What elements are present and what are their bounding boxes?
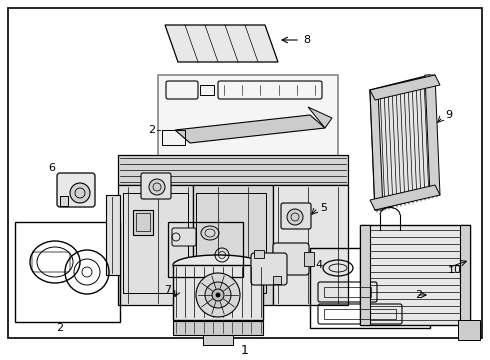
Bar bbox=[168, 222, 243, 277]
Bar bbox=[133, 210, 153, 235]
Polygon shape bbox=[370, 75, 435, 210]
Text: 2: 2 bbox=[148, 125, 155, 135]
Bar bbox=[173, 265, 263, 320]
Circle shape bbox=[212, 289, 224, 301]
Polygon shape bbox=[273, 185, 348, 305]
FancyBboxPatch shape bbox=[281, 203, 311, 229]
Bar bbox=[324, 287, 371, 297]
FancyBboxPatch shape bbox=[57, 173, 95, 207]
Circle shape bbox=[149, 179, 165, 195]
Text: 4: 4 bbox=[315, 260, 322, 270]
Circle shape bbox=[196, 273, 240, 317]
FancyBboxPatch shape bbox=[172, 228, 196, 246]
Text: 5: 5 bbox=[320, 203, 327, 213]
Circle shape bbox=[205, 282, 231, 308]
Circle shape bbox=[70, 183, 90, 203]
Bar bbox=[310, 248, 430, 328]
Polygon shape bbox=[370, 90, 383, 210]
Polygon shape bbox=[165, 25, 278, 62]
Bar bbox=[458, 320, 480, 340]
Bar bbox=[196, 193, 266, 293]
Text: 7: 7 bbox=[165, 285, 172, 295]
Bar bbox=[324, 309, 396, 319]
Bar bbox=[203, 335, 233, 345]
Text: 11: 11 bbox=[199, 278, 213, 288]
Bar bbox=[60, 196, 68, 206]
FancyBboxPatch shape bbox=[141, 173, 171, 199]
Ellipse shape bbox=[173, 255, 263, 275]
Circle shape bbox=[287, 209, 303, 225]
Text: 3: 3 bbox=[296, 257, 303, 267]
Polygon shape bbox=[370, 75, 440, 100]
Bar bbox=[123, 193, 188, 293]
Bar bbox=[106, 195, 120, 275]
Bar bbox=[200, 85, 214, 95]
Text: 10: 10 bbox=[448, 265, 462, 275]
Bar bbox=[173, 321, 263, 335]
Polygon shape bbox=[425, 75, 440, 195]
Bar bbox=[360, 225, 370, 325]
Text: 2: 2 bbox=[415, 290, 422, 300]
Bar bbox=[158, 75, 338, 185]
Polygon shape bbox=[118, 185, 193, 305]
Polygon shape bbox=[118, 155, 348, 185]
Bar bbox=[136, 213, 150, 231]
Bar bbox=[254, 250, 264, 258]
Text: 8: 8 bbox=[303, 35, 310, 45]
Polygon shape bbox=[193, 185, 273, 305]
Circle shape bbox=[216, 293, 220, 297]
FancyBboxPatch shape bbox=[273, 243, 309, 275]
Bar bbox=[460, 225, 470, 325]
FancyBboxPatch shape bbox=[251, 253, 287, 285]
Polygon shape bbox=[175, 115, 325, 143]
Text: 2: 2 bbox=[56, 323, 64, 333]
Polygon shape bbox=[308, 107, 332, 128]
Bar bbox=[273, 276, 281, 284]
Text: 1: 1 bbox=[241, 343, 249, 356]
Text: 9: 9 bbox=[445, 110, 452, 120]
Bar bbox=[15, 222, 120, 322]
Bar bbox=[304, 252, 314, 266]
Bar bbox=[360, 225, 470, 325]
Polygon shape bbox=[370, 185, 440, 210]
Text: 6: 6 bbox=[49, 163, 55, 173]
